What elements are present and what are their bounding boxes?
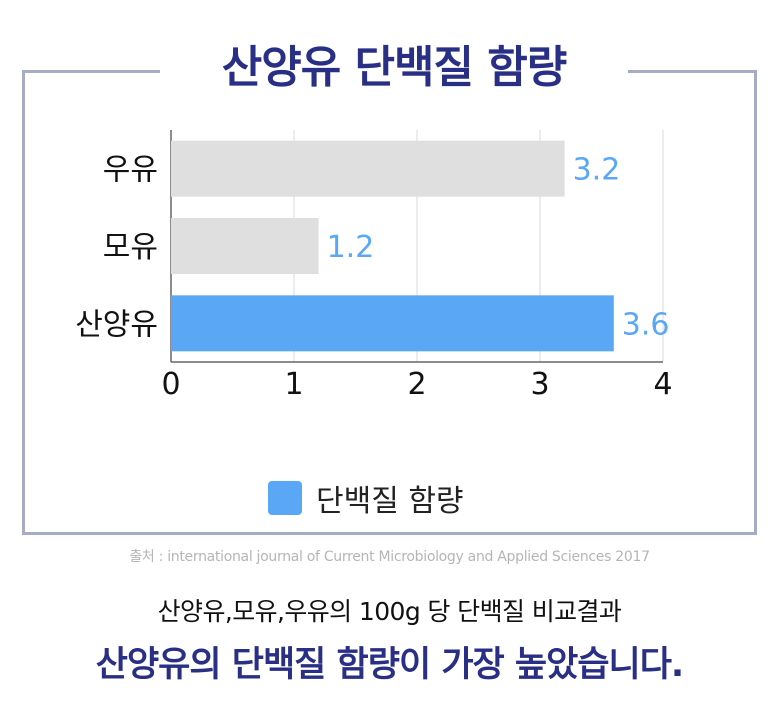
category-label: 모유 xyxy=(103,230,158,265)
bar-3 xyxy=(171,295,614,352)
caption-line-1: 산양유,모유,우유의 100g 당 단백질 비교결과 xyxy=(157,597,622,626)
data-label: 3.6 xyxy=(622,307,670,342)
source-note: 출처 : international journal of Current Mi… xyxy=(129,549,650,565)
category-label: 우유 xyxy=(103,153,158,188)
caption-line-2: 산양유의 단백질 함량이 가장 높았습니다. xyxy=(95,645,684,685)
x-tick-label: 2 xyxy=(407,367,426,402)
x-tick-label: 0 xyxy=(161,367,180,402)
frame-top-left-line xyxy=(22,70,160,73)
bars xyxy=(171,140,614,352)
x-tick-label: 1 xyxy=(284,367,303,402)
legend-label: 단백질 함량 xyxy=(316,484,464,519)
data-label: 3.2 xyxy=(573,153,621,188)
legend: 단백질 함량 xyxy=(268,476,464,520)
x-tick-label: 3 xyxy=(530,367,549,402)
frame-top-right-line xyxy=(628,70,757,73)
x-tick-label: 4 xyxy=(653,367,672,402)
bar-2 xyxy=(171,218,319,274)
labels: 0 1 2 3 4 우유 3.2 모유 1.2 산양유 3.6 xyxy=(75,153,672,402)
legend-swatch xyxy=(268,481,302,515)
bar-1 xyxy=(171,140,565,197)
chart-title: 산양유 단백질 함량 xyxy=(221,42,567,93)
chart-frame xyxy=(22,70,757,535)
category-label: 산양유 xyxy=(75,307,158,342)
data-label: 1.2 xyxy=(327,230,375,265)
